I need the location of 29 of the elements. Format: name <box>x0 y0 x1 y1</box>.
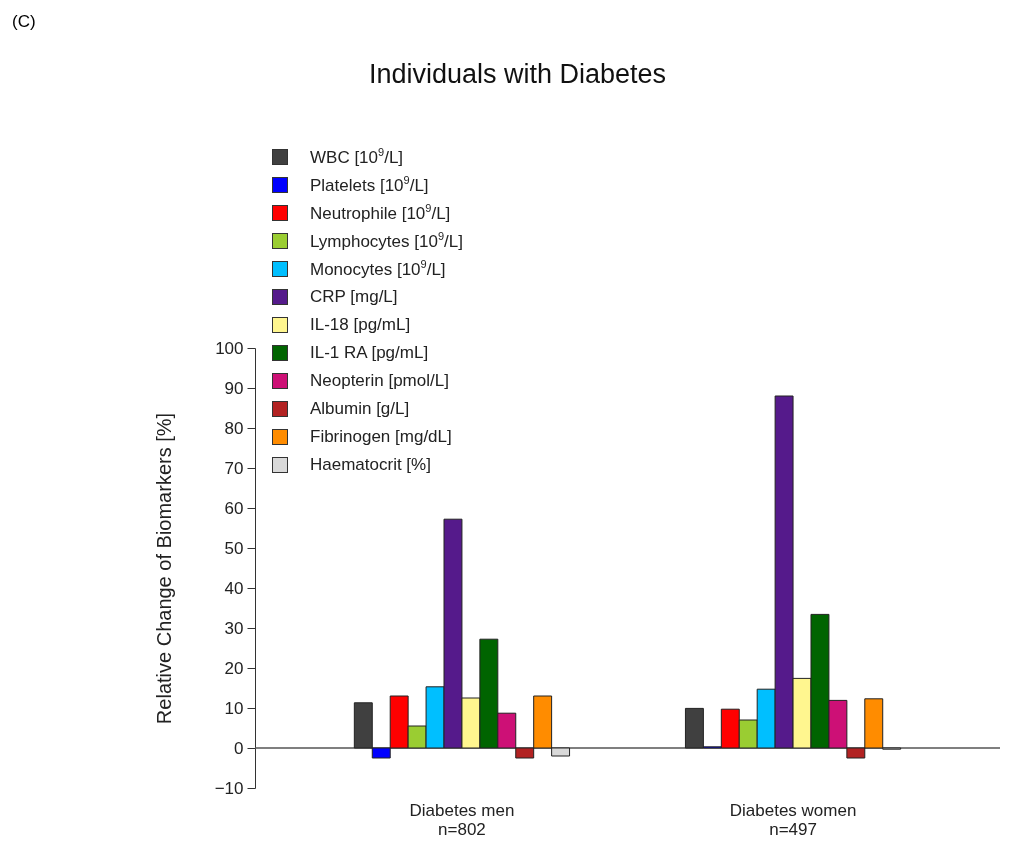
legend-label: IL-18 [pg/mL] <box>310 315 411 335</box>
legend-label: Neopterin [pmol/L] <box>310 371 449 391</box>
legend-label: CRP [mg/L] <box>310 287 398 307</box>
y-tick-label: 60 <box>224 498 244 518</box>
y-tick-label: 40 <box>224 578 244 598</box>
legend-label: Platelets [10$^{9}$/L] <box>310 174 429 196</box>
y-tick-label: 70 <box>224 458 244 478</box>
legend-label: Albumin [g/L] <box>310 399 410 419</box>
legend-label: Haematocrit [%] <box>310 455 431 475</box>
y-tick-label: 20 <box>224 658 244 678</box>
y-tick-label: 90 <box>224 378 244 398</box>
legend-label: Fibrinogen [mg/dL] <box>310 427 452 447</box>
legend-label: Neutrophile [10$^{9}$/L] <box>310 202 451 224</box>
y-tick-label: 80 <box>224 418 244 438</box>
legend-label: WBC [10$^{9}$/L] <box>310 146 404 168</box>
y-axis-title: Relative Change of Biomarkers [%] <box>152 412 175 725</box>
y-tick-label: 30 <box>224 618 244 638</box>
x-tick-label: Diabetes men n=802 <box>409 800 515 839</box>
legend-label: Monocytes [10$^{9}$/L] <box>310 258 446 280</box>
text: (C) <box>12 12 36 32</box>
legend-label: IL-1 RA [pg/mL] <box>310 343 429 363</box>
y-tick-label: 10 <box>224 698 244 718</box>
y-tick-label: 0 <box>234 738 244 758</box>
y-tick-label: −10 <box>214 778 244 798</box>
chart-title: Individuals with Diabetes <box>368 59 667 89</box>
legend-label: Lymphocytes [10$^{9}$/L] <box>310 230 463 252</box>
y-tick-label: 50 <box>224 538 244 558</box>
x-tick-label: Diabetes women n=497 <box>729 800 857 839</box>
y-tick-label: 100 <box>215 338 244 358</box>
